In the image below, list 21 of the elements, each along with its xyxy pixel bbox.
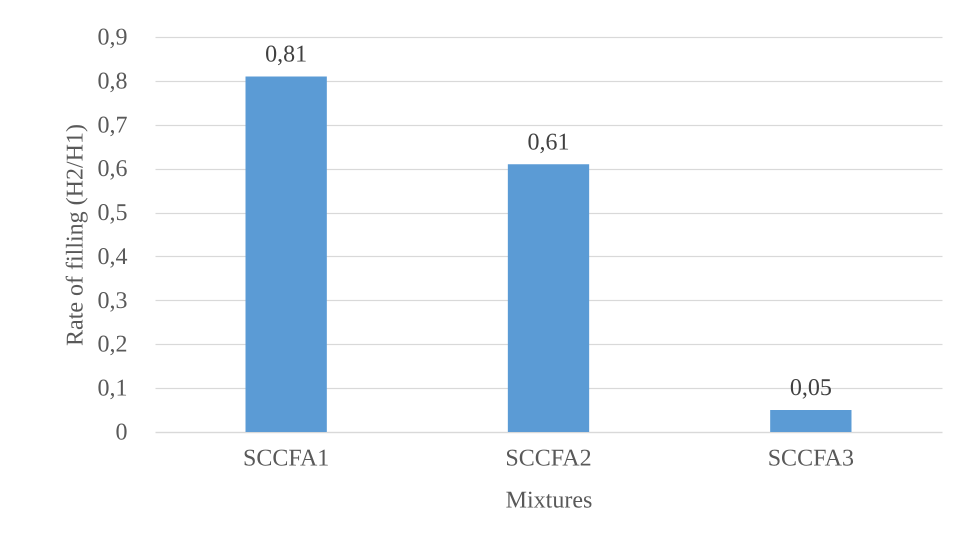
- y-tick-label: 0,5: [98, 200, 128, 226]
- bar: [508, 164, 590, 432]
- bar: [770, 410, 852, 432]
- bar: [246, 76, 327, 432]
- y-tick-label: 0,6: [98, 156, 128, 182]
- x-tick-label: SCCFA2: [505, 446, 592, 472]
- y-tick-label: 0: [116, 420, 128, 446]
- data-label: 0,81: [265, 42, 308, 68]
- y-tick-label: 0,9: [98, 24, 128, 50]
- x-tick-label: SCCFA1: [243, 446, 330, 472]
- y-tick-label: 0,2: [98, 332, 128, 358]
- y-axis-title: Rate of filling (H2/H1): [62, 124, 88, 346]
- x-axis-title: Mixtures: [506, 488, 592, 514]
- x-tick-label: SCCFA3: [768, 446, 854, 472]
- y-tick-label: 0,4: [98, 244, 128, 270]
- y-tick-label: 0,7: [98, 112, 128, 138]
- y-tick-label: 0,8: [98, 68, 128, 94]
- y-tick-label: 0,1: [98, 376, 128, 402]
- y-tick-label: 0,3: [98, 288, 128, 314]
- data-label: 0,05: [790, 375, 832, 402]
- data-label: 0,61: [528, 129, 570, 156]
